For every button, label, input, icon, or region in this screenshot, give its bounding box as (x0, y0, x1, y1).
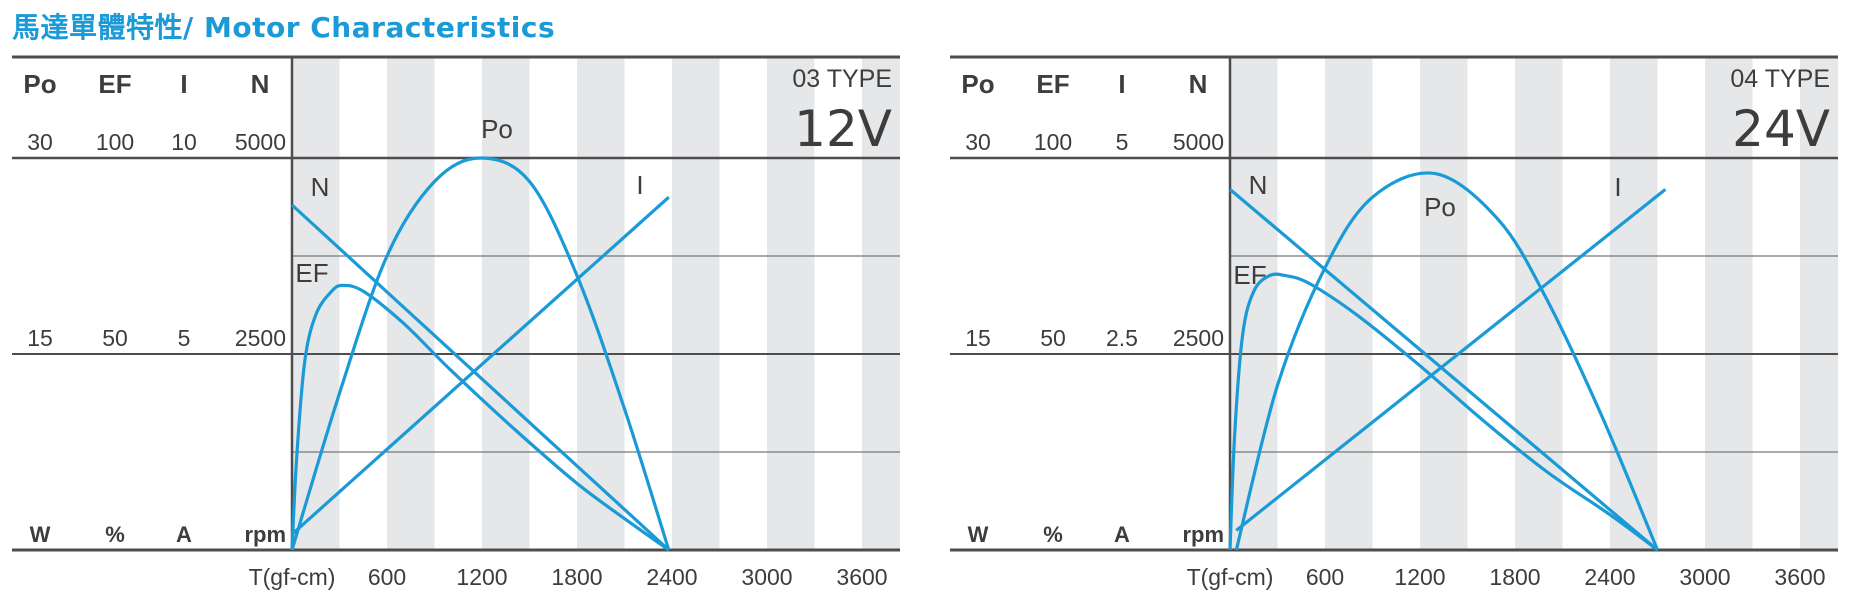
x-tick-label: 3000 (1679, 564, 1730, 590)
voltage-label: 24V (1732, 100, 1830, 158)
axis-unit-ef: % (105, 522, 125, 547)
page-title: 馬達單體特性/ Motor Characteristics (12, 11, 556, 44)
axis-unit-n: rpm (244, 522, 286, 547)
grid-stripe (862, 57, 900, 550)
curve-n (1228, 188, 1659, 552)
grid-stripe (387, 57, 435, 550)
axis-max-n: 5000 (1173, 129, 1224, 155)
axis-name-i: I (180, 69, 187, 99)
curve-label-i: I (636, 170, 643, 200)
curve-ef (290, 283, 670, 552)
curve-label-ef: EF (1233, 260, 1266, 290)
axis-unit-ef: % (1043, 522, 1063, 547)
axis-mid-n: 2500 (1173, 325, 1224, 351)
axis-name-n: N (251, 69, 270, 99)
axis-mid-i: 2.5 (1106, 325, 1138, 351)
axis-name-po: Po (961, 69, 994, 99)
axis-max-po: 30 (965, 129, 991, 155)
grid-stripe (577, 57, 625, 550)
curve-label-po: Po (1424, 192, 1456, 222)
x-tick-label: 3600 (836, 564, 887, 590)
grid-stripe (1705, 57, 1753, 550)
grid-stripe (1230, 57, 1278, 550)
grid-stripe (292, 57, 340, 550)
voltage-label: 12V (794, 100, 892, 158)
grid-stripe (672, 57, 720, 550)
x-tick-label: 2400 (1584, 564, 1635, 590)
curve-po (290, 156, 671, 551)
axis-name-po: Po (23, 69, 56, 99)
curve-i (1235, 188, 1667, 532)
x-tick-label: 1800 (551, 564, 602, 590)
axis-name-n: N (1189, 69, 1208, 99)
x-tick-label: 1200 (1394, 564, 1445, 590)
axis-name-ef: EF (1036, 69, 1069, 99)
curve-ef (1228, 272, 1659, 552)
axis-mid-po: 15 (27, 325, 53, 351)
curve-label-n: N (311, 172, 330, 202)
axis-mid-ef: 50 (102, 325, 128, 351)
curve-label-po: Po (481, 114, 513, 144)
x-axis-title: T(gf-cm) (1187, 564, 1274, 590)
axis-max-ef: 100 (1034, 129, 1072, 155)
grid-stripe (1800, 57, 1838, 550)
chart-panel-24v: Po 30 15 W EF 100 50% I 5 2.5 A N 5000 2500 rpm 04 TYPE… (950, 55, 1838, 590)
x-tick-label: 1200 (456, 564, 507, 590)
axis-mid-i: 5 (178, 325, 191, 351)
model-type-label: 03 TYPE (792, 65, 892, 93)
grid-stripe (1610, 57, 1658, 550)
axis-unit-po: W (968, 522, 989, 547)
grid-stripe (482, 57, 530, 550)
axis-mid-n: 2500 (235, 325, 286, 351)
axis-name-ef: EF (98, 69, 131, 99)
grid-stripe (767, 57, 815, 550)
axis-unit-n: rpm (1182, 522, 1224, 547)
chart-panel-12v: Po 30 15 W EF 100 50% I 10 5 A N 5000 2500 rpm 03 TYPE 1… (12, 55, 900, 590)
curve-label-ef: EF (295, 258, 328, 288)
curve-label-n: N (1249, 170, 1268, 200)
axis-max-po: 30 (27, 129, 53, 155)
x-tick-label: 600 (368, 564, 406, 590)
x-tick-label: 1800 (1489, 564, 1540, 590)
x-tick-label: 3000 (741, 564, 792, 590)
x-tick-label: 2400 (646, 564, 697, 590)
axis-max-i: 5 (1116, 129, 1129, 155)
x-tick-label: 3600 (1774, 564, 1825, 590)
axis-max-n: 5000 (235, 129, 286, 155)
axis-max-i: 10 (171, 129, 197, 155)
axis-unit-i: A (176, 522, 192, 547)
axis-mid-po: 15 (965, 325, 991, 351)
curve-i (290, 196, 670, 536)
axis-unit-po: W (30, 522, 51, 547)
axis-max-ef: 100 (96, 129, 134, 155)
grid-stripe (1420, 57, 1468, 550)
axis-mid-ef: 50 (1040, 325, 1066, 351)
axis-name-i: I (1118, 69, 1125, 99)
axis-unit-i: A (1114, 522, 1130, 547)
curve-label-i: I (1614, 172, 1621, 202)
x-axis-title: T(gf-cm) (249, 564, 336, 590)
model-type-label: 04 TYPE (1730, 65, 1830, 93)
x-tick-label: 600 (1306, 564, 1344, 590)
curve-po (1234, 171, 1659, 551)
curve-n (290, 203, 670, 552)
